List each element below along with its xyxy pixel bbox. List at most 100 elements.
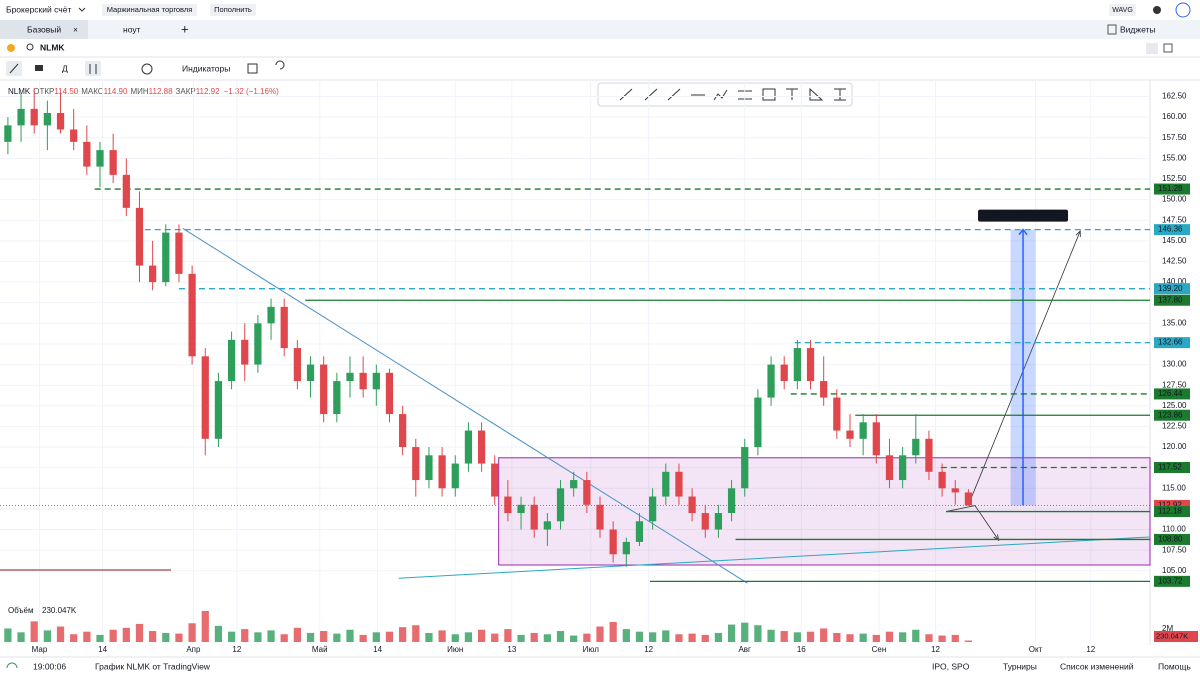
y-tick-label: 147.50 [1162,215,1187,224]
margin-label[interactable]: Маржинальная торговля [107,5,193,14]
candle-body [570,480,578,489]
candle-body [122,174,130,208]
tab-close[interactable]: × [73,24,78,34]
cart-icon[interactable] [35,65,43,71]
layouts-icon[interactable] [247,63,258,74]
candle-body [938,471,946,489]
avatar[interactable] [1175,2,1191,18]
candle-body [662,471,670,497]
legend-field: ОТКР [33,87,54,96]
account-menu[interactable]: Брокерский счёт [6,4,71,14]
candle-body [912,438,920,456]
candle-body [846,430,854,439]
footer-link[interactable]: Турниры [1003,661,1037,671]
legend-change: −1.32 (−1.16%) [224,87,279,96]
price-label-bg [1154,224,1190,236]
volume-tick-label: 2M [1162,624,1173,633]
candle-body [556,488,565,522]
volume-bar [149,631,157,642]
footer-link[interactable]: IPO, SPO [932,661,970,671]
candle-body [109,150,117,175]
x-tick-label: Июл [583,645,600,654]
window-control[interactable] [1163,43,1173,53]
indicators-button[interactable]: Индикаторы [182,63,230,73]
volume-bar [346,629,354,642]
candle-body [872,422,880,456]
symbol[interactable]: NLMK [40,42,65,52]
candle-body [162,232,170,283]
volume-bar [412,625,420,642]
y-tick-label: 120.00 [1162,442,1187,451]
topup-button[interactable] [210,4,256,16]
candle-body [293,348,301,382]
price-label-bg [1154,294,1190,306]
add-indicator[interactable] [141,63,153,75]
candle-body [833,397,841,431]
search-icon[interactable] [26,43,34,51]
volume-bar [741,622,749,642]
volume-bar [438,630,446,642]
x-tick-label: Авг [738,645,751,654]
footer-link[interactable]: Список изменений [1060,661,1134,671]
window-control[interactable] [1146,43,1158,54]
volume-bar [925,634,933,642]
arrow-head [993,534,1000,542]
chart-type[interactable] [85,61,101,76]
x-tick-label: Сен [872,645,887,654]
candle-body [899,455,907,481]
candle-body [346,372,354,382]
x-tick-label: Июн [447,645,463,654]
volume-bar [899,632,907,642]
badge[interactable] [1109,4,1136,16]
volume-bar [846,634,854,642]
candle-body [517,504,525,514]
legend-field: МАКС [81,87,104,96]
x-tick-label: 14 [98,645,107,654]
badge-label[interactable]: WAVG [1112,7,1133,14]
margin-button[interactable] [102,4,197,16]
theme-toggle[interactable] [1153,6,1161,14]
candle-body [96,150,104,167]
candle-body [425,455,433,481]
tab-label[interactable]: Базовый [27,24,61,34]
y-tick-label: 155.00 [1162,153,1187,162]
volume-bar [491,633,499,642]
candle-body [4,125,12,142]
volume-bar [241,629,249,642]
footer-link[interactable]: Помощь [1158,661,1191,671]
undo[interactable] [275,60,285,70]
topup-label[interactable]: Пополнить [214,5,252,14]
volume-bar [583,633,591,642]
candle-body [714,513,723,530]
candle-body [56,112,65,130]
volume-bar [793,632,801,642]
volume-bar [622,629,630,642]
x-tick-label: Окт [1029,645,1043,654]
tab-label[interactable]: ноут [123,24,141,34]
volume-bar [109,629,117,642]
volume-title: Объём [8,606,34,615]
x-tick-label: 16 [797,645,806,654]
candle-body [241,339,249,365]
volume-last-label: 230.047K [1156,631,1188,640]
y-tick-label: 110.00 [1162,525,1186,534]
legend-value: 112.88 [149,87,173,96]
candle-body [964,492,973,506]
price-label-bg [1154,533,1190,545]
candle-body [30,108,38,126]
price-label: 126.44 [1158,389,1183,398]
candle-body [399,414,407,448]
add-tab[interactable]: + [181,21,189,36]
volume-bar [951,634,959,642]
x-tick-label: Май [312,645,328,654]
widgets-button[interactable]: Виджеты [1120,24,1156,34]
candle-body [767,364,775,398]
candle-body [254,323,262,365]
trend-line [182,228,748,584]
tab-active[interactable] [0,20,88,39]
chart-credit[interactable]: График NLMK от TradingView [95,661,211,671]
interval[interactable]: Д [62,63,68,73]
candle-body [43,112,51,126]
y-tick-label: 115.00 [1162,483,1186,492]
